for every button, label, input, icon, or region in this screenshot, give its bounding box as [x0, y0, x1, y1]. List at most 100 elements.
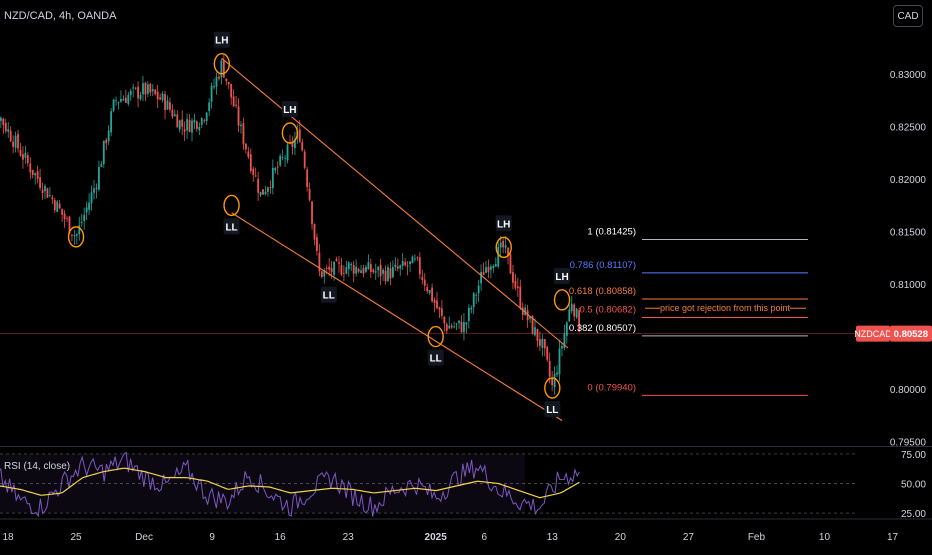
candle-body [181, 119, 184, 127]
candle-body [2, 118, 5, 126]
candle-body [467, 307, 470, 321]
candle-body [225, 78, 228, 82]
candle-body [17, 133, 19, 149]
swing-point-circle [427, 325, 444, 348]
swing-point-circle [495, 236, 512, 259]
candle-body [68, 216, 71, 234]
candle-body [352, 264, 355, 274]
candle-body [124, 97, 127, 103]
fib-level-label: 0.786 (0.81107) [570, 260, 636, 271]
candle-body [166, 100, 169, 110]
candle-body [367, 262, 370, 270]
candle-body [516, 286, 519, 288]
candle-body [350, 263, 353, 266]
candle-body [570, 303, 573, 312]
candle-body [271, 167, 274, 189]
candle-body [445, 324, 448, 331]
candle-body [440, 308, 443, 316]
candle-body [308, 188, 311, 200]
price-axis-label: 0.79500 [890, 438, 927, 449]
candle-body [360, 270, 362, 273]
candle-body [558, 348, 561, 375]
candle-body [345, 267, 348, 274]
candle-body [61, 208, 64, 215]
candle-body [269, 187, 272, 188]
candle-body [320, 271, 323, 278]
candle-body [159, 97, 162, 100]
candle-body [14, 135, 17, 148]
candle-body [146, 84, 149, 94]
time-axis-label: 27 [683, 532, 695, 543]
price-tag-value: 0.80528 [894, 329, 928, 340]
candle-body [93, 188, 95, 193]
candle-body [83, 214, 86, 222]
candle-body [203, 119, 206, 121]
candle-body [536, 328, 539, 341]
candle-body [293, 139, 296, 148]
candle-body [227, 82, 230, 85]
candle-body [200, 118, 203, 125]
time-axis-label: 17 [887, 532, 899, 543]
candle-body [298, 129, 301, 142]
currency-button[interactable]: CAD [893, 5, 923, 27]
candle-body [12, 141, 15, 147]
candle-body [120, 99, 122, 102]
candle-body [306, 169, 309, 187]
candle-body [477, 285, 480, 294]
candle-body [389, 268, 392, 279]
candle-body [323, 269, 326, 277]
candle-body [205, 112, 208, 122]
candle-body [156, 91, 159, 100]
price-axis-label: 0.82000 [890, 175, 927, 186]
candle-body [127, 95, 130, 104]
candle-body [396, 266, 399, 269]
candle-body [423, 279, 426, 286]
candle-body [482, 271, 485, 276]
fib-level-label: 0 (0.79940) [587, 382, 636, 393]
candle-body [455, 323, 458, 325]
swing-point-circle [67, 226, 85, 248]
candle-body [575, 308, 578, 318]
candle-body [335, 259, 338, 262]
candle-body [548, 360, 551, 377]
candle-body [487, 266, 490, 273]
time-axis-label: 18 [2, 532, 14, 543]
swing-label: LL [323, 291, 335, 302]
candle-body [164, 94, 166, 111]
candle-body [416, 257, 419, 259]
candle-body [220, 60, 223, 78]
candle-body [553, 373, 556, 388]
time-axis-label: 10 [819, 532, 831, 543]
price-axis-label: 0.81000 [890, 280, 927, 291]
candle-body [257, 178, 260, 193]
candle-body [34, 173, 37, 176]
candle-body [369, 264, 372, 272]
candle-body [421, 276, 424, 280]
candle-body [418, 257, 421, 275]
candle-body [36, 171, 39, 179]
candle-body [318, 252, 321, 272]
candle-body [9, 130, 12, 142]
candle-body [578, 310, 580, 332]
time-axis-label: 13 [547, 532, 559, 543]
candle-body [313, 224, 316, 240]
time-axis-label: Dec [135, 532, 153, 543]
time-axis-label: 23 [343, 532, 355, 543]
price-tag-symbol-bg [856, 325, 890, 342]
candle-body [409, 261, 411, 265]
time-axis-label: 6 [481, 532, 487, 543]
candle-body [75, 234, 78, 236]
swing-point-circle [281, 122, 299, 144]
candle-body [112, 99, 115, 111]
candle-body [394, 264, 397, 267]
candle-body [519, 286, 522, 308]
swing-label: LH [555, 272, 568, 283]
swing-label-bg [554, 267, 571, 284]
swing-label-bg [320, 286, 337, 303]
candle-body [556, 372, 558, 375]
swing-label: LH [497, 219, 510, 230]
candle-body [85, 207, 88, 213]
candle-body [433, 299, 436, 304]
